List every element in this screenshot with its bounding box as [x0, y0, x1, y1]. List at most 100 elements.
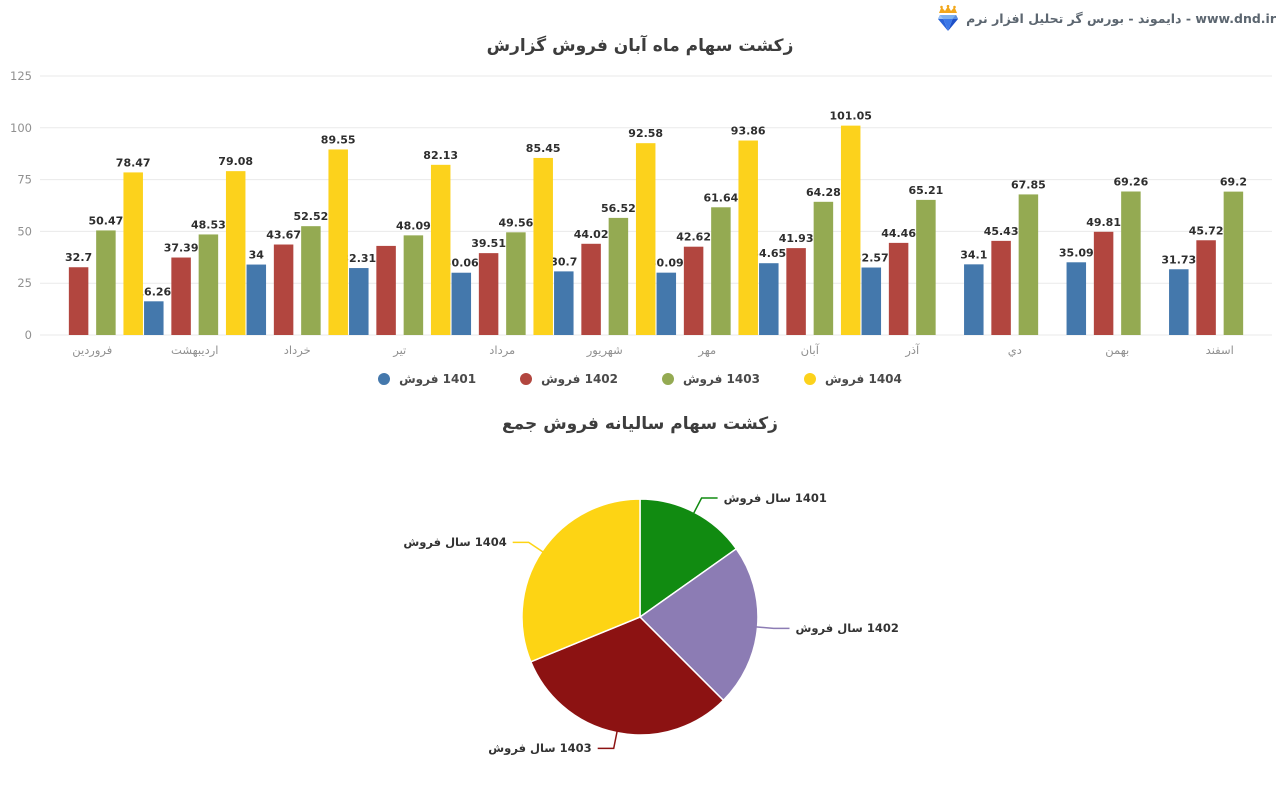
bar-value-label: 32.57	[854, 252, 889, 265]
x-axis-label: اسفند	[1206, 343, 1234, 357]
legend-item-فروش-1401[interactable]: فروش 1401	[378, 372, 476, 386]
pie-leader-line	[512, 541, 551, 558]
bar-فروش-1402-4[interactable]	[478, 253, 499, 335]
bar-value-label: 69.2	[1220, 176, 1247, 189]
bar-فروش-1404-4[interactable]	[533, 157, 553, 335]
bar-فروش-1404-2[interactable]	[328, 149, 348, 335]
legend-label: فروش 1402	[541, 372, 618, 386]
bar-فروش-1404-1[interactable]	[225, 171, 246, 335]
bar-فروش-1402-1[interactable]	[171, 257, 191, 335]
legend-item-فروش-1404[interactable]: فروش 1404	[803, 372, 902, 386]
legend-label: فروش 1401	[399, 372, 477, 386]
bar-فروش-1403-8[interactable]	[916, 199, 936, 335]
x-axis-label: شهريور	[586, 343, 623, 358]
bar-فروش-1401-2[interactable]	[246, 264, 267, 335]
legend-dot	[662, 373, 674, 385]
bar-فروش-1403-2[interactable]	[301, 226, 321, 335]
bar-فروش-1402-11[interactable]	[1196, 240, 1216, 335]
bar-value-label: 16.26	[136, 285, 171, 298]
bar-value-label: 30.06	[444, 257, 479, 270]
bar-value-label: 45.72	[1189, 224, 1224, 237]
bar-فروش-1404-3[interactable]	[430, 164, 451, 335]
bar-value-label: 89.55	[321, 133, 356, 146]
bar-فروش-1402-9[interactable]	[991, 240, 1011, 335]
bar-فروش-1403-5[interactable]	[608, 217, 629, 335]
bar-value-label: 37.39	[164, 242, 199, 255]
bar-chart-title: گزارش فروش آبان ماه سهام زکشت	[486, 36, 794, 56]
bar-فروش-1403-11[interactable]	[1223, 191, 1244, 335]
bar-value-label: 48.53	[191, 218, 226, 231]
bar-فروش-1401-6[interactable]	[656, 272, 677, 335]
bar-value-label: 56.52	[601, 202, 636, 215]
bar-value-label: 79.08	[218, 155, 253, 168]
bar-فروش-1403-3[interactable]	[403, 235, 424, 335]
bar-فروش-1402-8[interactable]	[888, 242, 909, 335]
bar-فروش-1401-5[interactable]	[554, 271, 574, 335]
bar-فروش-1402-7[interactable]	[786, 248, 806, 335]
bar-فروش-1401-3[interactable]	[349, 268, 369, 335]
bar-فروش-1404-7[interactable]	[840, 125, 861, 336]
bar-فروش-1404-5[interactable]	[635, 143, 656, 335]
bar-فروش-1402-5[interactable]	[581, 243, 601, 335]
bar-فروش-1403-6[interactable]	[711, 207, 731, 335]
bar-فروش-1404-0[interactable]	[123, 172, 143, 335]
bar-value-label: 67.85	[1011, 178, 1046, 191]
bar-value-label: 93.86	[731, 125, 766, 138]
bar-فروش-1403-9[interactable]	[1018, 194, 1039, 335]
bar-فروش-1403-7[interactable]	[813, 201, 834, 335]
bar-فروش-1402-10[interactable]	[1093, 231, 1114, 335]
bar-value-label: 45.43	[984, 225, 1019, 238]
bar-value-label: 30.7	[550, 255, 577, 268]
pie-leader-line	[688, 497, 718, 522]
bar-فروش-1403-1[interactable]	[198, 234, 219, 335]
x-axis-label: آبان	[801, 343, 820, 357]
bar-فروش-1401-11[interactable]	[1169, 269, 1189, 335]
bar-value-label: 34	[249, 249, 265, 262]
bar-value-label: 49.81	[1086, 216, 1121, 229]
pie-chart-title: جمع فروش سالیانه سهام زکشت	[502, 414, 778, 434]
bar-فروش-1403-4[interactable]	[506, 232, 526, 335]
bar-فروش-1403-10[interactable]	[1121, 191, 1141, 335]
bar-value-label: 50.47	[89, 214, 124, 227]
bar-value-label: 32.7	[65, 251, 92, 264]
bar-فروش-1402-0[interactable]	[68, 267, 89, 335]
legend-item-فروش-1402[interactable]: فروش 1402	[520, 372, 618, 386]
brand: نرم افزار تحلیل گر بورس - دایموند - www.…	[935, 5, 1276, 32]
legend-dot	[803, 373, 816, 385]
bar-value-label: 39.51	[471, 237, 506, 250]
bar-value-label: 49.56	[499, 216, 534, 229]
pie-label-فروش-سال-1402: فروش سال 1402	[795, 621, 899, 636]
bar-value-label: 52.52	[294, 210, 329, 223]
bar-value-label: 64.28	[806, 186, 841, 199]
legend: فروش 1401 فروش 1402 فروش 1403 فروش 1404	[0, 372, 1280, 386]
bar-فروش-1401-10[interactable]	[1066, 262, 1087, 335]
bar-فروش-1403-0[interactable]	[96, 230, 116, 335]
bar-فروش-1402-2[interactable]	[273, 244, 294, 335]
bar-value-label: 61.64	[704, 191, 739, 204]
bar-فروش-1401-9[interactable]	[964, 264, 984, 335]
pie-label-فروش-سال-1404: فروش سال 1404	[403, 535, 507, 550]
diamond-crown-icon	[938, 5, 959, 31]
legend-label: فروش 1404	[824, 372, 902, 386]
bar-فروش-1402-6[interactable]	[683, 246, 704, 335]
bar-chart: 0 25 50 75 100 125 فروردين ارديبهشت خرداد تير مردا…	[10, 69, 1272, 358]
bar-فروش-1401-7[interactable]	[759, 263, 779, 335]
bar-فروش-1404-6[interactable]	[738, 140, 758, 335]
legend-item-فروش-1403[interactable]: فروش 1403	[662, 372, 760, 386]
bar-فروش-1402-3[interactable]	[376, 245, 396, 335]
x-axis-label: تير	[392, 343, 406, 358]
bar-فروش-1401-8[interactable]	[861, 267, 882, 335]
bar-value-label: 92.58	[628, 127, 663, 140]
legend-label: فروش 1403	[683, 372, 760, 386]
x-axis-label: ارديبهشت	[171, 343, 218, 358]
pie-leader-line	[597, 722, 620, 750]
pie-chart	[512, 497, 790, 750]
bar-فروش-1401-4[interactable]	[451, 272, 472, 335]
bar-فروش-1401-1[interactable]	[144, 301, 164, 335]
bar-value-label: 44.46	[881, 227, 916, 240]
bar-value-label: 48.09	[396, 219, 431, 232]
x-axis-label: آذر	[904, 343, 920, 358]
pie-leader-line	[747, 625, 790, 630]
bar-value-label: 31.73	[1161, 253, 1196, 266]
